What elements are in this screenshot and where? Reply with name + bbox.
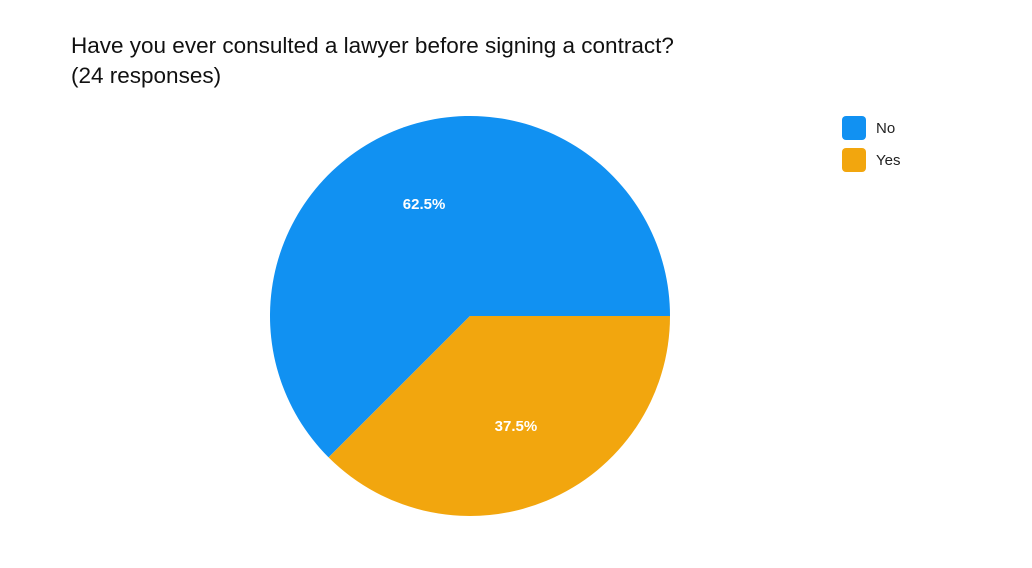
- chart-title: Have you ever consulted a lawyer before …: [71, 31, 674, 91]
- chart-title-line-2: (24 responses): [71, 63, 222, 88]
- legend-label-yes: Yes: [876, 151, 901, 169]
- data-label-yes: 37.5%: [495, 418, 538, 435]
- legend: No Yes: [842, 116, 900, 180]
- legend-item-no[interactable]: No: [842, 116, 900, 140]
- legend-item-yes[interactable]: Yes: [842, 148, 900, 172]
- legend-label-no: No: [876, 119, 896, 137]
- legend-swatch-no: [842, 116, 866, 140]
- chart-title-line-1: Have you ever consulted a lawyer before …: [71, 33, 674, 58]
- pie-slice-no: [269, 115, 670, 458]
- pie-slice-yes: [328, 316, 670, 516]
- legend-swatch-yes: [842, 148, 866, 172]
- data-label-no: 62.5%: [403, 196, 446, 213]
